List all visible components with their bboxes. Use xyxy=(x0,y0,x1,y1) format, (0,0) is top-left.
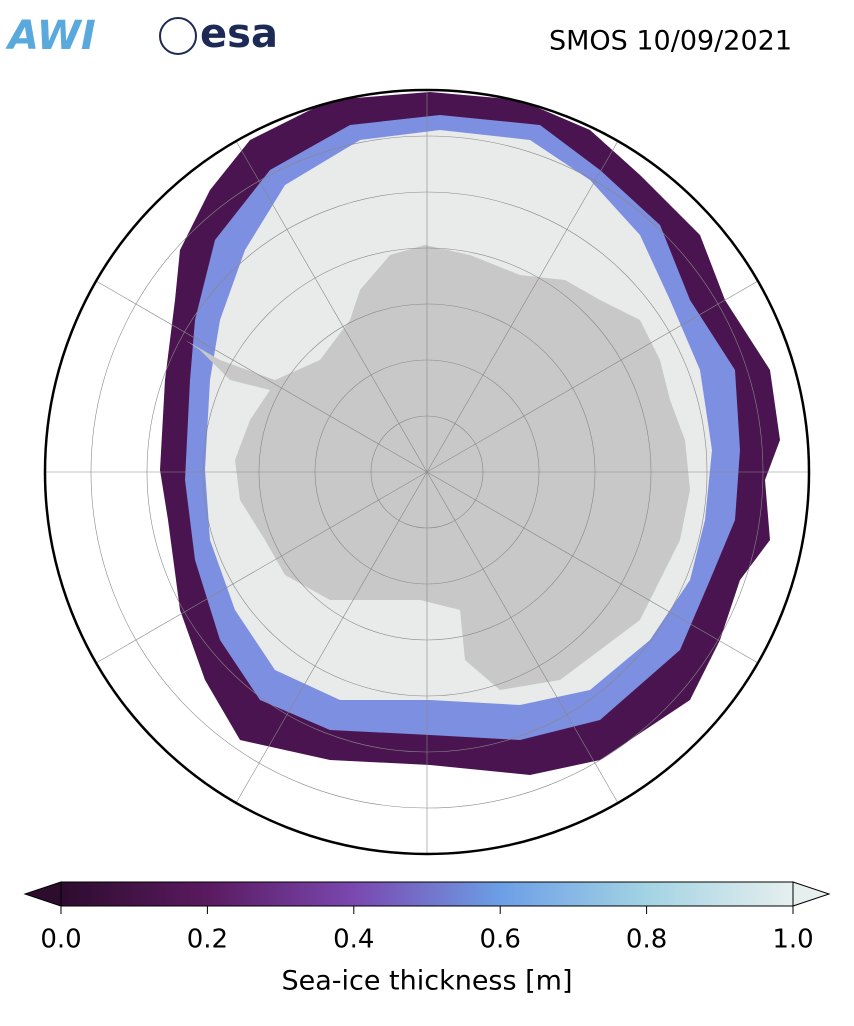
colorbar-ramp xyxy=(60,881,794,907)
colorbar-extend-high xyxy=(792,881,831,907)
colorbar-tick-label: 0.8 xyxy=(626,925,667,955)
map-frame xyxy=(43,88,811,856)
colorbar-tick-label: 1.0 xyxy=(772,925,813,955)
awi-logo: AWI xyxy=(5,13,96,59)
antarctica xyxy=(185,245,690,690)
colorbar-tick-label: 0.0 xyxy=(40,925,81,955)
colorbar-extend-low xyxy=(23,881,62,907)
graticule xyxy=(45,90,809,854)
colorbar-label: Sea-ice thickness [m] xyxy=(281,966,572,997)
colorbar-tick-label: 0.2 xyxy=(187,925,228,955)
esa-logo: esa xyxy=(200,11,278,57)
colorbar xyxy=(23,881,831,907)
map xyxy=(45,90,809,854)
colorbar-tick-label: 0.4 xyxy=(333,925,374,955)
esa-logo-mark xyxy=(159,17,197,55)
map-title: SMOS 10/09/2021 xyxy=(549,26,792,57)
colorbar-tick-label: 0.6 xyxy=(480,925,521,955)
